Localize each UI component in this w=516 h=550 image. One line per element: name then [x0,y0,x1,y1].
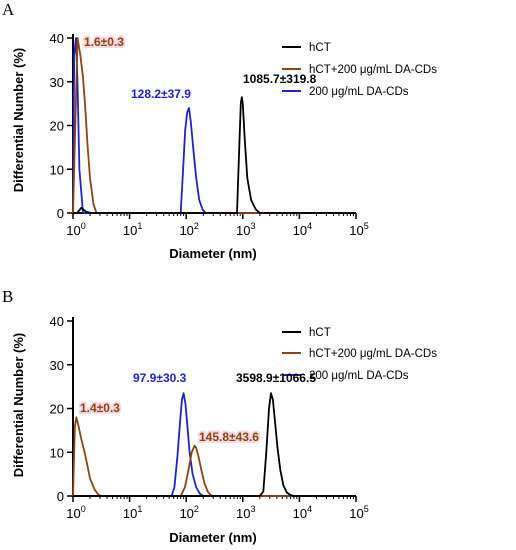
y-tick-label: 40 [50,31,64,46]
y-axis-title-a: Differential Number (%) [11,48,26,192]
x-ticks-b: 100 101 102 103 104 105 [66,504,368,521]
annotations-b: 1.4±0.3 97.9±30.3 145.8±43.6 3598.9±1066… [78,371,316,446]
panel-a: A Differential Number (%) Diameter (nm) … [2,0,437,261]
series-line-dacd [72,37,356,214]
annotation-dacd-peak: 97.9±30.3 [133,371,187,385]
panel-label-b: B [2,287,13,306]
legend-label-mix: hCT+200 μg/mL DA-CDs [309,348,437,360]
x-ticks-a: 100 101 102 103 104 105 [66,221,368,238]
y-tick-label: 10 [50,445,64,460]
annotation-hct-peak: 1085.7±319.8 [243,72,317,86]
panel-b: B Differential Number (%) Diameter (nm) … [2,287,437,545]
legend-label-mix: hCT+200 μg/mL DA-CDs [309,64,437,76]
legend-b: hCT hCT+200 μg/mL DA-CDs 200 μg/mL DA-CD… [282,327,437,382]
y-tick-label: 20 [50,119,64,134]
y-tick-label: 30 [50,75,64,90]
x-tick-label: 101 [123,504,142,521]
legend-label-hct: hCT [309,42,331,54]
x-tick-label: 100 [66,221,85,238]
x-tick-label: 100 [66,504,85,521]
series-line-hct [73,392,356,497]
series-line-hct [73,96,356,214]
annotation-mix-peak-large: 145.8±43.6 [199,430,259,444]
x-tick-label: 102 [179,221,198,238]
x-axis-title-b: Diameter (nm) [169,530,256,545]
series-line-mix [72,416,356,497]
annotation-mix-peak-small: 1.4±0.3 [80,401,120,415]
legend-label-hct: hCT [309,327,331,339]
y-tick-label: 30 [50,358,64,373]
x-axis-title-a: Diameter (nm) [169,246,256,261]
legend-label-dacd: 200 μg/mL DA-CDs [309,86,409,98]
legend-label-dacd: 200 μg/mL DA-CDs [309,370,409,382]
series-line-dacd [73,392,356,497]
axes [67,34,357,219]
x-tick-label: 105 [349,221,368,238]
legend-a: hCT hCT+200 μg/mL DA-CDs 200 μg/mL DA-CD… [282,42,437,98]
annotation-hct-peak: 3598.9±1066.5 [236,371,316,385]
x-tick-label: 103 [236,221,255,238]
y-axis-title-b: Differential Number (%) [11,333,26,477]
y-tick-label: 40 [50,314,64,329]
y-tick-label: 10 [50,162,64,177]
y-tick-label: 20 [50,402,64,417]
x-tick-label: 102 [179,504,198,521]
panel-label-a: A [2,0,15,19]
x-tick-label: 103 [236,504,255,521]
x-tick-label: 104 [293,221,312,238]
x-tick-label: 101 [123,221,142,238]
annotation-dacd-peak: 128.2±37.9 [131,87,191,101]
y-ticks-b: 0 10 20 30 40 [50,314,64,504]
y-ticks-a: 0 10 20 30 40 [50,31,64,221]
x-tick-label: 105 [349,504,368,521]
x-tick-label: 104 [293,504,312,521]
annotations-a: 1.6±0.3 128.2±37.9 1085.7±319.8 [82,33,317,101]
y-tick-label: 0 [57,489,64,504]
y-tick-label: 0 [57,206,64,221]
annotation-mix-peak: 1.6±0.3 [84,35,124,49]
